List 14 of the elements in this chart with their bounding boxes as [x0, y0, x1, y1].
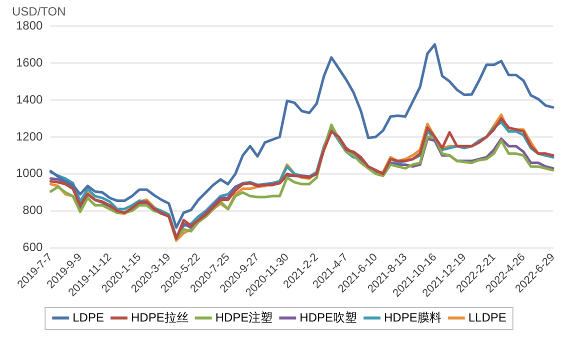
legend-label: HDPE膜料 [384, 310, 442, 324]
y-tick-label: 600 [22, 240, 44, 254]
y-tick-label: 1800 [16, 18, 44, 32]
y-axis-title: USD/TON [12, 4, 66, 18]
legend-label: HDPE注塑 [215, 310, 273, 324]
legend-label: HDPE拉丝 [130, 310, 188, 324]
y-tick-label: 800 [22, 203, 44, 218]
y-tick-label: 1200 [16, 129, 44, 144]
legend-label: HDPE吹塑 [300, 310, 358, 324]
y-tick-label: 1000 [16, 166, 44, 180]
legend-label: LDPE [72, 310, 104, 324]
y-tick-label: 1400 [16, 92, 44, 106]
y-tick-label: 1600 [16, 55, 44, 70]
legend-label: LLDPE [468, 310, 506, 324]
